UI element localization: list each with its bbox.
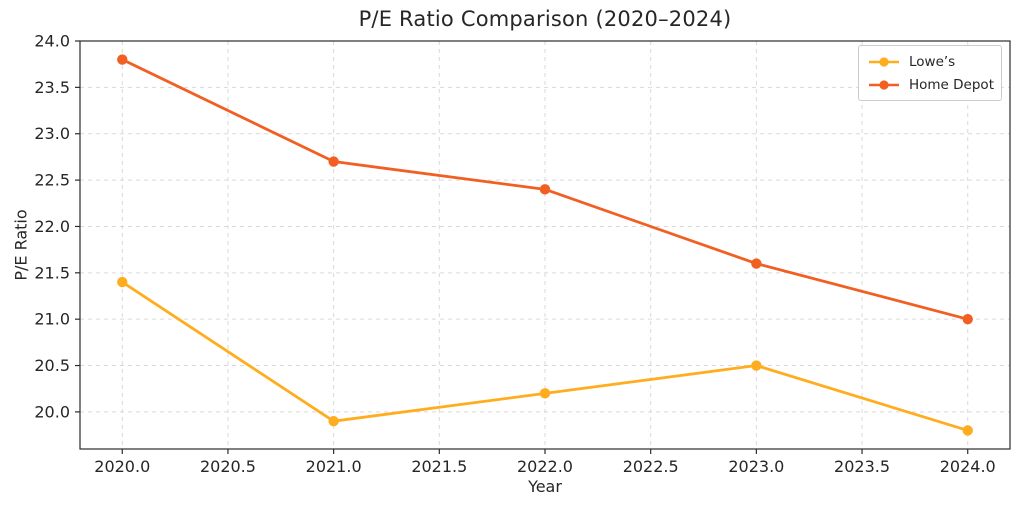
- y-tick-label: 23.0: [34, 124, 70, 143]
- legend-item-home-depot: Home Depot: [868, 75, 994, 94]
- y-tick-label: 20.5: [34, 356, 70, 375]
- y-tick-label: 21.0: [34, 310, 70, 329]
- x-tick-label: 2022.5: [623, 457, 679, 476]
- x-tick-label: 2020.5: [200, 457, 256, 476]
- y-tick-label: 21.5: [34, 263, 70, 282]
- legend: Lowe’s Home Depot: [858, 45, 1002, 101]
- data-point: [328, 156, 339, 167]
- data-point: [328, 415, 339, 427]
- x-tick-label: 2021.5: [411, 457, 467, 476]
- x-tick-label: 2021.0: [306, 457, 362, 476]
- data-point: [962, 313, 973, 325]
- y-tick-label: 20.0: [34, 402, 70, 421]
- data-point: [962, 425, 973, 436]
- data-point: [117, 54, 128, 65]
- x-tick-label: 2024.0: [940, 457, 996, 476]
- y-tick-label: 22.0: [34, 217, 70, 236]
- legend-item-lowes: Lowe’s: [868, 52, 992, 71]
- data-point: [751, 258, 762, 269]
- legend-swatch-home-depot: [869, 79, 899, 90]
- data-point: [117, 276, 128, 288]
- data-point: [751, 360, 762, 371]
- x-tick-label: 2022.0: [517, 457, 573, 476]
- y-tick-label: 24.0: [34, 32, 70, 51]
- x-tick-label: 2023.5: [834, 457, 890, 476]
- x-tick-label: 2023.0: [728, 457, 784, 476]
- x-axis-label: Year: [528, 477, 562, 496]
- y-tick-label: 23.5: [34, 78, 70, 97]
- legend-label-lowes: Lowe’s: [909, 53, 956, 70]
- y-tick-label: 22.5: [34, 171, 70, 190]
- chart-title: P/E Ratio Comparison (2020–2024): [358, 7, 732, 31]
- data-point: [539, 388, 551, 399]
- x-tick-label: 2020.0: [94, 457, 150, 476]
- data-point: [539, 184, 551, 195]
- legend-label-home-depot: Home Depot: [909, 76, 994, 93]
- legend-swatch-lowes: [869, 56, 899, 67]
